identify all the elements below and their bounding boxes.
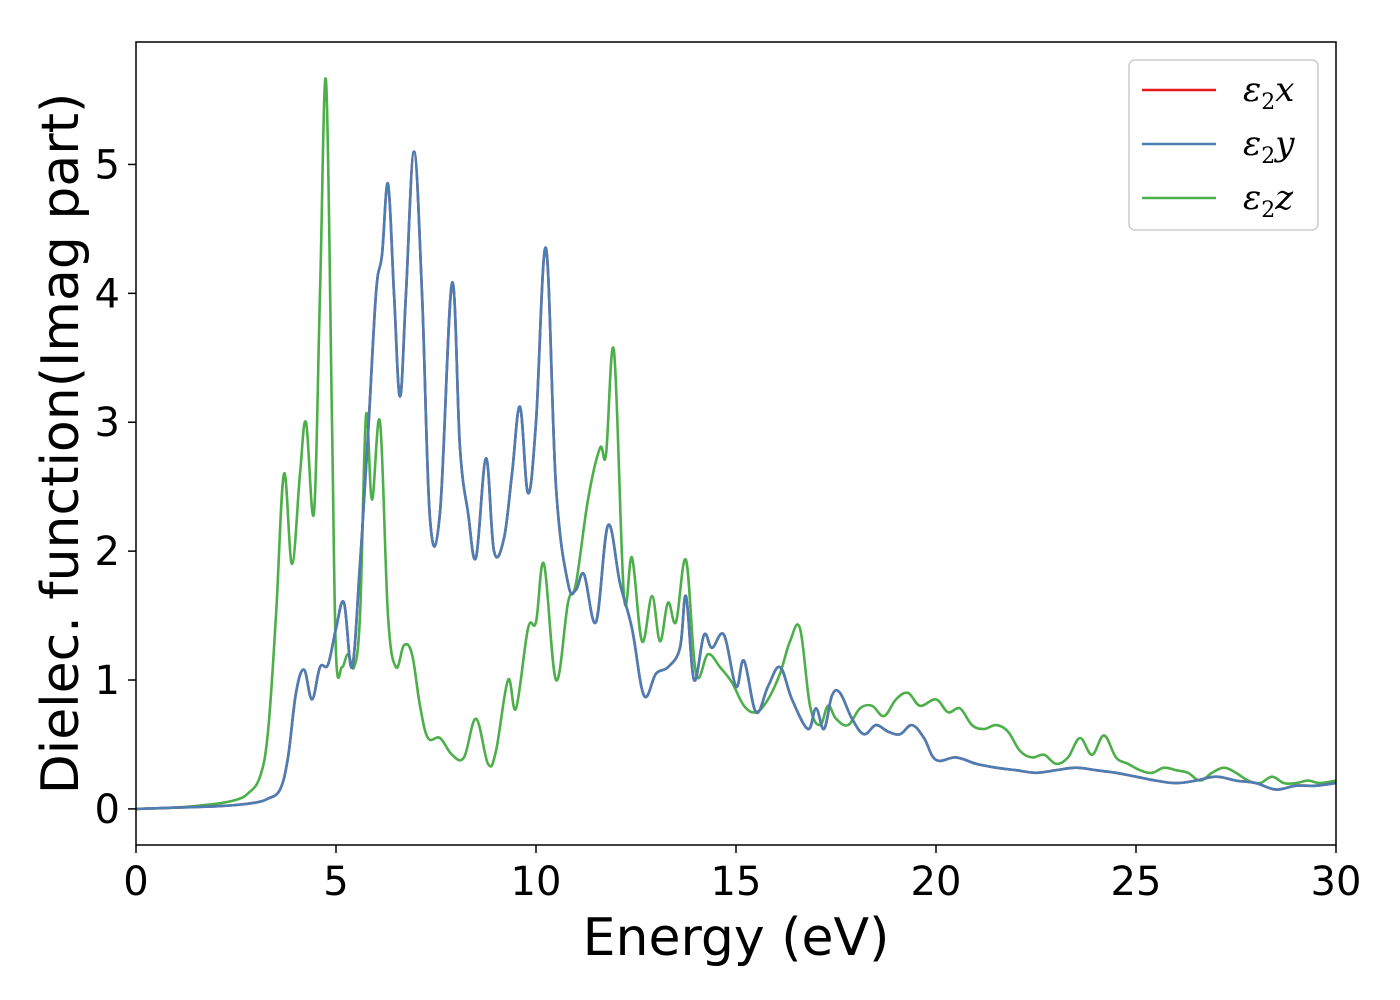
legend-label: ε2x bbox=[1243, 70, 1294, 115]
x-tick-label: 20 bbox=[911, 859, 962, 905]
x-axis-ticks: 0 5 10 15 20 25 30 bbox=[123, 845, 1361, 905]
y-tick-label: 5 bbox=[95, 142, 120, 188]
y-axis-title: Dielec. function(Imag part) bbox=[31, 93, 91, 795]
legend-item-x: ε2x bbox=[1142, 70, 1294, 115]
legend-item-y: ε2y bbox=[1142, 124, 1295, 169]
x-tick-label: 5 bbox=[323, 859, 348, 905]
legend-item-z: ε2z bbox=[1142, 178, 1294, 223]
x-tick-label: 0 bbox=[123, 859, 148, 905]
legend-box bbox=[1128, 59, 1319, 231]
x-tick-label: 15 bbox=[711, 859, 762, 905]
x-tick-label: 10 bbox=[511, 859, 562, 905]
x-tick-label: 30 bbox=[1311, 859, 1362, 905]
y-tick-label: 1 bbox=[95, 658, 120, 704]
x-axis-title: Energy (eV) bbox=[583, 908, 890, 968]
x-tick-label: 25 bbox=[1111, 859, 1162, 905]
legend-label: ε2z bbox=[1243, 178, 1294, 223]
y-tick-label: 4 bbox=[95, 271, 120, 317]
legend: ε2x ε2y ε2z bbox=[1128, 59, 1319, 231]
y-tick-label: 2 bbox=[95, 529, 120, 575]
series-line-y bbox=[136, 150, 1336, 811]
plot-content bbox=[136, 77, 1336, 811]
y-axis-ticks: 0 1 2 3 4 5 bbox=[95, 142, 136, 833]
y-tick-label: 3 bbox=[95, 400, 120, 446]
series-line-z bbox=[136, 77, 1336, 811]
y-tick-label: 0 bbox=[95, 787, 120, 833]
legend-label: ε2y bbox=[1243, 124, 1295, 169]
